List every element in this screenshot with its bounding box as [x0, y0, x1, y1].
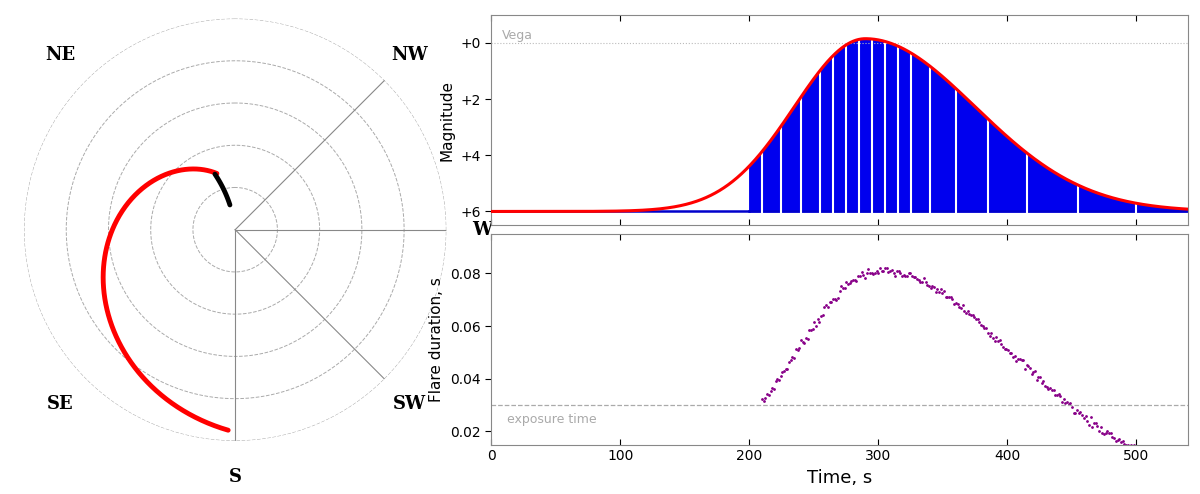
Y-axis label: Magnitude: Magnitude — [439, 80, 455, 161]
Text: exposure time: exposure time — [506, 413, 596, 426]
Y-axis label: Flare duration, s: Flare duration, s — [430, 277, 444, 402]
Text: NW: NW — [391, 46, 428, 64]
X-axis label: Time, s: Time, s — [806, 469, 872, 487]
Text: Vega: Vega — [502, 29, 533, 41]
Text: W: W — [472, 221, 492, 239]
Text: SE: SE — [47, 395, 73, 413]
Text: NE: NE — [46, 46, 76, 64]
Text: SW: SW — [394, 395, 426, 413]
Text: S: S — [229, 468, 241, 486]
